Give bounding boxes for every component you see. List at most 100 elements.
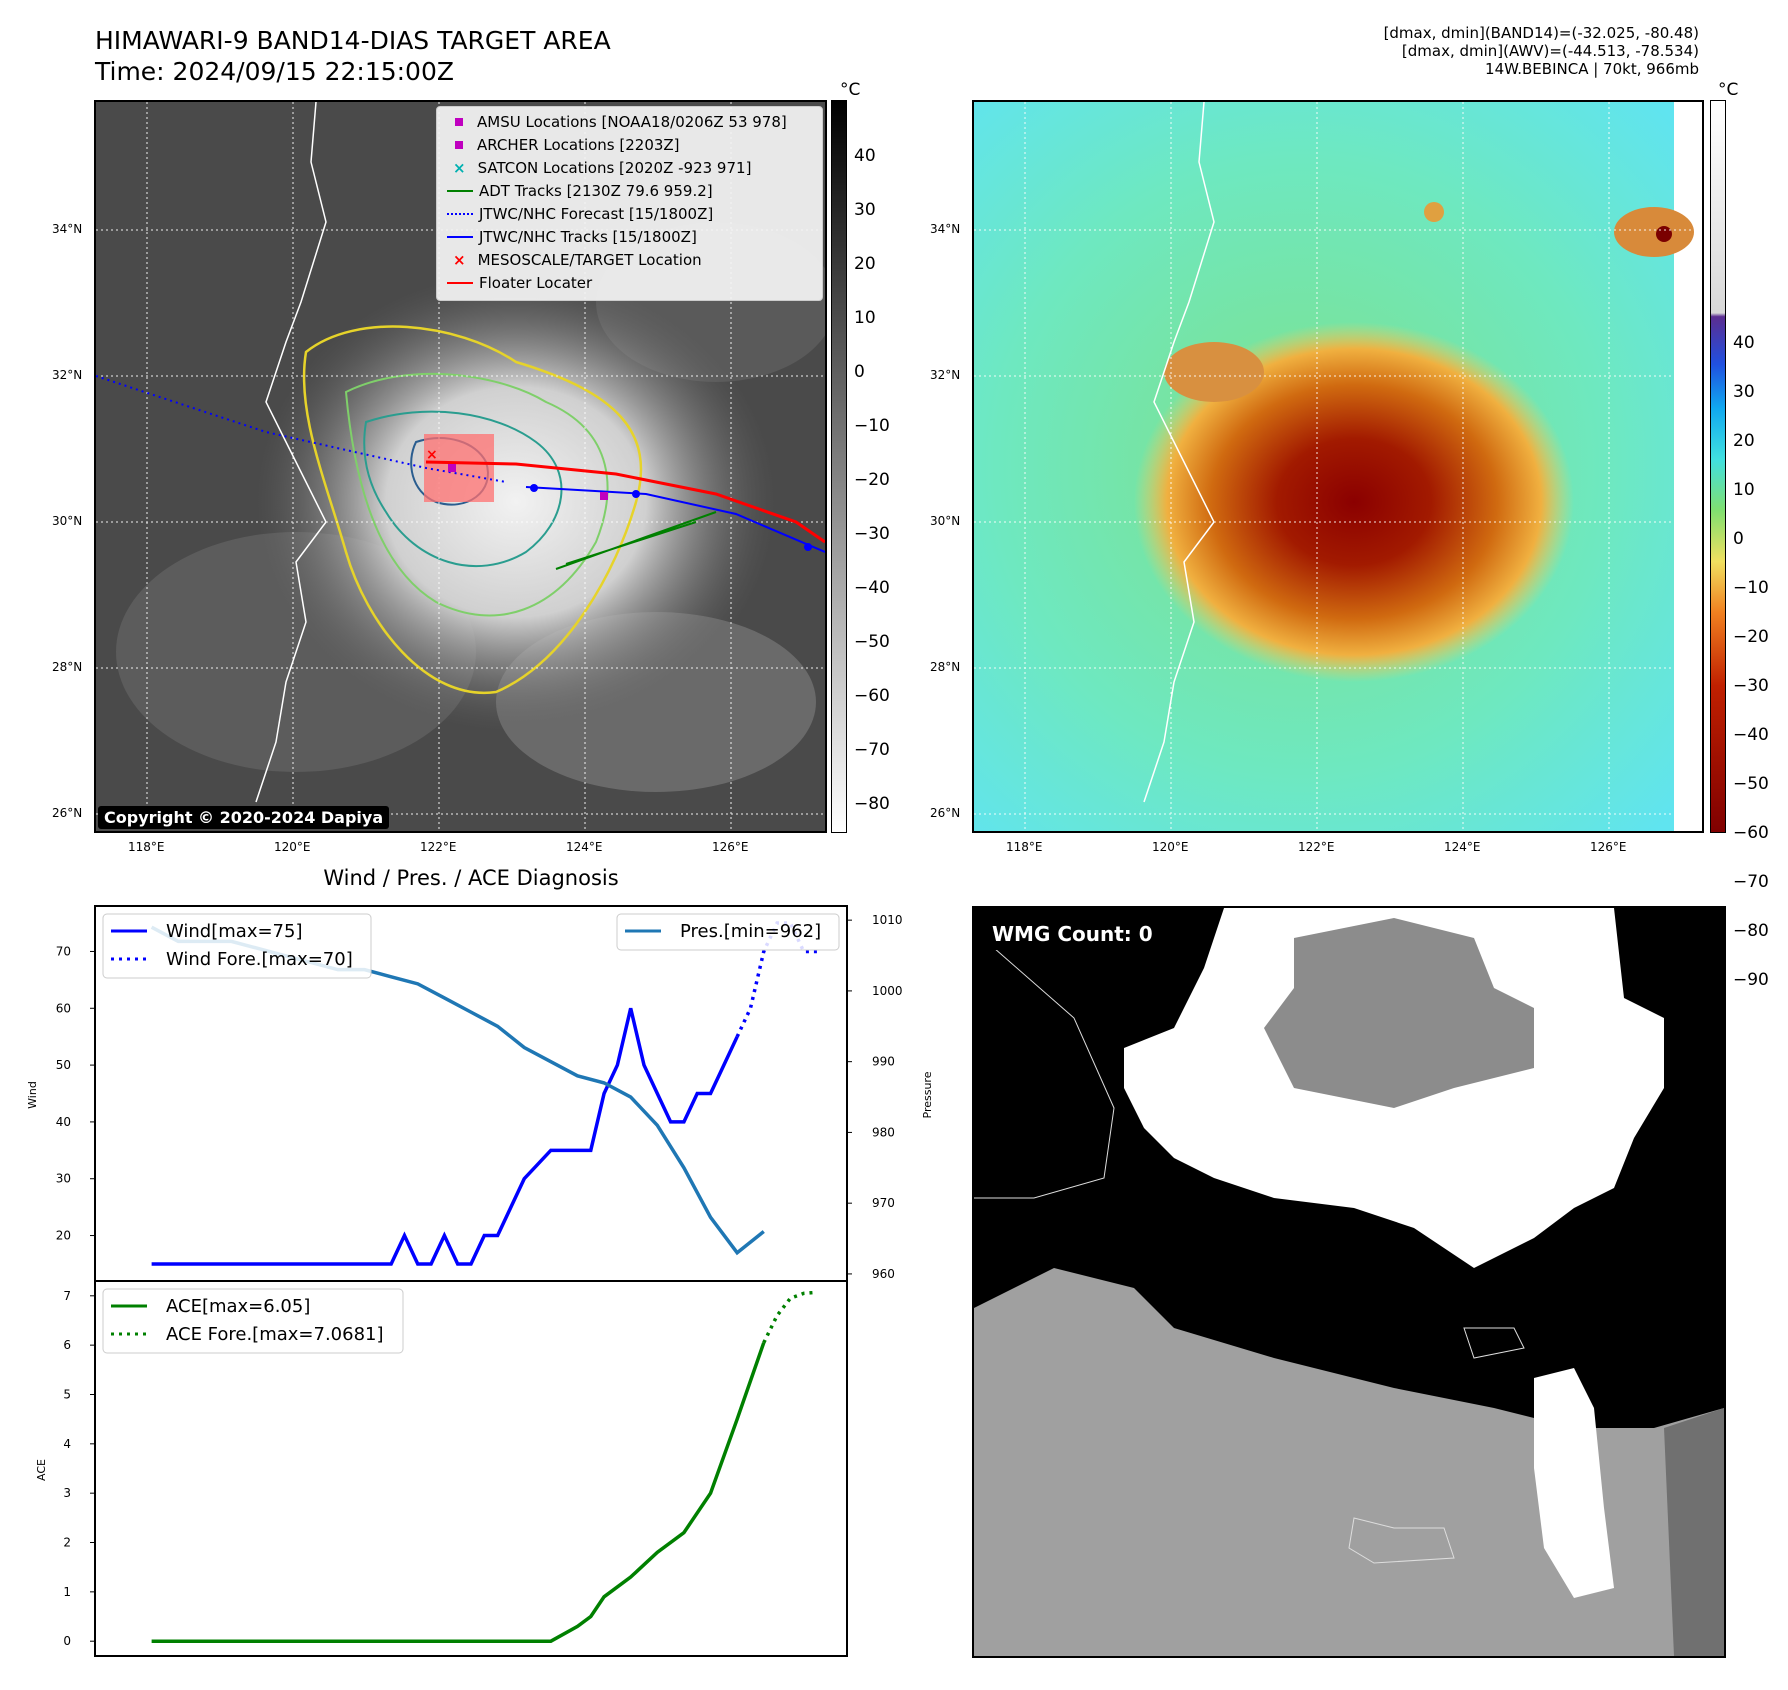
ir-lon-124: 124°E xyxy=(566,840,603,854)
awv-map-panel xyxy=(972,100,1704,833)
ir-legend: AMSU Locations [NOAA18/0206Z 53 978] ARC… xyxy=(436,106,823,301)
ir-colorbar-tick: −20 xyxy=(854,470,890,490)
awv-lat-32: 32°N xyxy=(930,368,961,382)
ace-tick-label: 6 xyxy=(63,1338,71,1352)
title-line1: HIMAWARI-9 BAND14-DIAS TARGET AREA xyxy=(95,26,611,55)
series-line-3 xyxy=(151,1342,766,1643)
pressure-y-ticks: 1010 1000 990 980 970 960 xyxy=(847,913,903,1281)
pressure-tick-label: 990 xyxy=(872,1055,895,1069)
ace-y-ticks: 7 6 5 4 3 2 1 0 xyxy=(63,1289,95,1648)
ir-colorbar-tick: 20 xyxy=(854,254,876,274)
forecast-line-icon xyxy=(447,213,473,215)
ir-lon-122: 122°E xyxy=(420,840,457,854)
awv-colorbar-tick: 40 xyxy=(1733,333,1755,353)
ir-colorbar-tick: −60 xyxy=(854,686,890,706)
awv-colorbar-tick: −70 xyxy=(1733,872,1769,892)
wind-tick-label: 20 xyxy=(56,1229,71,1243)
ir-colorbar-tick: −40 xyxy=(854,578,890,598)
ir-colorbar xyxy=(831,100,847,833)
ace-tick-label: 7 xyxy=(63,1289,71,1303)
wind-y-ticks: 70 60 50 40 30 20 xyxy=(56,944,95,1243)
ir-lat-34: 34°N xyxy=(52,222,83,236)
ace-tick-label: 0 xyxy=(63,1634,71,1648)
legend-satcon: × SATCON Locations [2020Z -923 971] xyxy=(453,159,752,177)
wind-tick-label: 60 xyxy=(56,1001,71,1015)
awv-lon-120: 120°E xyxy=(1152,840,1189,854)
legend-tracks: JTWC/NHC Tracks [15/1800Z] xyxy=(447,228,697,246)
wind-tick-label: 50 xyxy=(56,1058,71,1072)
ace-tick-label: 1 xyxy=(63,1585,71,1599)
ace-axis-label: ACE xyxy=(35,1459,48,1481)
ace-tick-label: 5 xyxy=(63,1387,71,1401)
awv-colorbar-tick: −90 xyxy=(1733,970,1769,990)
awv-colorbar-tick: 20 xyxy=(1733,431,1755,451)
awv-colorbar-tick: −50 xyxy=(1733,774,1769,794)
awv-map-image xyxy=(974,102,1702,831)
ir-colorbar-tick: −70 xyxy=(854,740,890,760)
ir-colorbar-tick: −80 xyxy=(854,794,890,814)
ir-lat-30: 30°N xyxy=(52,514,83,528)
copyright-label: Copyright © 2020-2024 Dapiya xyxy=(98,806,390,829)
awv-lat-26: 26°N xyxy=(930,806,961,820)
pressure-legend-label: Pres.[min=962] xyxy=(680,921,821,942)
adt-line-icon xyxy=(447,190,473,192)
pressure-tick-label: 980 xyxy=(872,1125,895,1139)
wind-tick-label: 70 xyxy=(56,944,71,958)
pressure-tick-label: 1000 xyxy=(872,984,903,998)
svg-text:×: × xyxy=(426,447,438,463)
ace-tick-label: 4 xyxy=(63,1437,71,1451)
series-line-0 xyxy=(151,1007,739,1266)
wind-axis-label: Wind xyxy=(26,1081,39,1109)
awv-lon-124: 124°E xyxy=(1444,840,1481,854)
ace-tick-label: 2 xyxy=(63,1536,71,1550)
wmg-panel: WMG Count: 0 xyxy=(972,906,1726,1658)
amsu-marker-icon xyxy=(455,118,463,126)
legend-adt: ADT Tracks [2130Z 79.6 959.2] xyxy=(447,182,713,200)
ace-tick-label: 3 xyxy=(63,1486,71,1500)
awv-colorbar-tick: −80 xyxy=(1733,921,1769,941)
legend-forecast: JTWC/NHC Forecast [15/1800Z] xyxy=(447,205,713,223)
info-line1: [dmax, dmin](BAND14)=(-32.025, -80.48) xyxy=(1383,24,1699,42)
ace-legend-label: ACE[max=6.05] xyxy=(166,1296,310,1317)
awv-colorbar-tick: −60 xyxy=(1733,823,1769,843)
diagnosis-title: Wind / Pres. / ACE Diagnosis xyxy=(323,866,619,890)
legend-archer: ARCHER Locations [2203Z] xyxy=(447,136,680,154)
ir-lat-32: 32°N xyxy=(52,368,83,382)
awv-colorbar-tick: −10 xyxy=(1733,578,1769,598)
wind-legend-label: Wind[max=75] xyxy=(166,921,303,942)
ace-legend: ACE[max=6.05] ACE Fore.[max=7.0681] xyxy=(102,1288,404,1354)
ir-colorbar-tick: 40 xyxy=(854,146,876,166)
awv-colorbar-tick: −30 xyxy=(1733,676,1769,696)
legend-amsu: AMSU Locations [NOAA18/0206Z 53 978] xyxy=(447,113,787,131)
ir-colorbar-unit: °C xyxy=(840,80,861,100)
awv-lat-28: 28°N xyxy=(930,660,961,674)
ace-forecast-legend-label: ACE Fore.[max=7.0681] xyxy=(166,1324,384,1345)
figure-title: HIMAWARI-9 BAND14-DIAS TARGET AREA Time:… xyxy=(95,25,611,87)
wind-forecast-legend-label: Wind Fore.[max=70] xyxy=(166,949,353,970)
awv-colorbar xyxy=(1710,100,1726,833)
awv-colorbar-unit: °C xyxy=(1718,80,1739,100)
ir-lon-120: 120°E xyxy=(274,840,311,854)
storm-info: [dmax, dmin](BAND14)=(-32.025, -80.48) [… xyxy=(1384,24,1699,78)
legend-target: × MESOSCALE/TARGET Location xyxy=(453,251,702,269)
pressure-tick-label: 1010 xyxy=(872,913,903,927)
ir-lat-28: 28°N xyxy=(52,660,83,674)
archer-marker-icon xyxy=(455,141,463,149)
ir-colorbar-tick: 30 xyxy=(854,200,876,220)
legend-floater: Floater Locater xyxy=(447,274,592,292)
wind-legend: Wind[max=75] Wind Fore.[max=70] xyxy=(102,913,372,979)
awv-colorbar-tick: −20 xyxy=(1733,627,1769,647)
pressure-tick-label: 960 xyxy=(872,1267,895,1281)
wmg-image xyxy=(974,908,1724,1656)
awv-lon-118: 118°E xyxy=(1006,840,1043,854)
target-marker-icon: × xyxy=(453,251,466,269)
tracks-line-icon xyxy=(447,236,473,238)
awv-lat-30: 30°N xyxy=(930,514,961,528)
awv-colorbar-tick: 10 xyxy=(1733,480,1755,500)
awv-colorbar-tick: 0 xyxy=(1733,529,1744,549)
title-line2: Time: 2024/09/15 22:15:00Z xyxy=(95,57,454,86)
ir-colorbar-tick: −50 xyxy=(854,632,890,652)
pressure-tick-label: 970 xyxy=(872,1196,895,1210)
awv-lat-34: 34°N xyxy=(930,222,961,236)
